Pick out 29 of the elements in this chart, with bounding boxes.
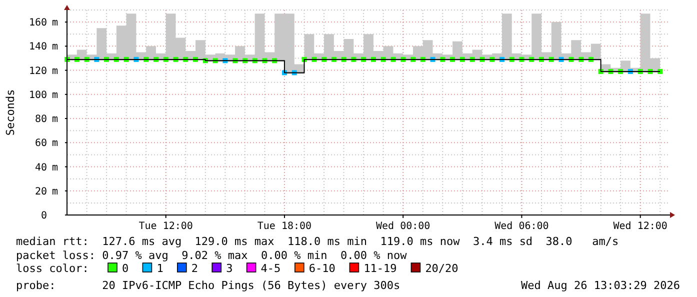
x-tick-label: Tue 12:00	[138, 221, 193, 232]
legend-label: 3	[226, 262, 233, 275]
y-tick-label: 80 m	[34, 114, 58, 126]
y-tick-label: 120 m	[28, 66, 58, 77]
text: median rtt: 127.6 ms avg 129.0 ms max 118.0 ms min 119.0 ms now 3.4 ms sd 38.0 am/s	[16, 235, 619, 248]
y-tick-label: 40 m	[34, 162, 58, 174]
point	[658, 69, 663, 74]
y-tick-label: 0	[40, 210, 47, 222]
legend-label: 1	[156, 262, 164, 275]
text: probe: 20 IPv6-ICMP Echo Pings (56 Bytes) every 300s	[16, 279, 400, 292]
legend-label: 2	[191, 262, 198, 275]
y-tick-label: 20 m	[34, 186, 58, 198]
text: packet loss: 0.97 % avg 9.02 % max 0.00 % min 0.00 % now	[16, 249, 408, 262]
y-tick-label: 140 m	[28, 42, 58, 53]
legend-title: loss color:	[16, 262, 89, 275]
x-tick-label: Wed 00:00	[376, 221, 430, 232]
text: Wed Aug 26 13:03:29 2026	[521, 279, 680, 292]
x-tick-label: Wed 06:00	[494, 221, 549, 232]
legend-label: 0	[122, 262, 129, 275]
legend-label: 20/20	[425, 262, 458, 275]
y-tick-label: 160 m	[28, 18, 58, 29]
x-tick-label: Tue 18:00	[257, 221, 312, 232]
y-tick-label: 100 m	[28, 90, 58, 101]
legend-label: 6-10	[308, 262, 336, 275]
legend-label: 11-19	[364, 262, 397, 275]
y-tick-label: 60 m	[34, 138, 58, 150]
y-axis-title: Seconds	[4, 89, 17, 136]
x-tick-label: Wed 12:00	[613, 221, 668, 232]
legend-label: 4-5	[260, 262, 281, 275]
